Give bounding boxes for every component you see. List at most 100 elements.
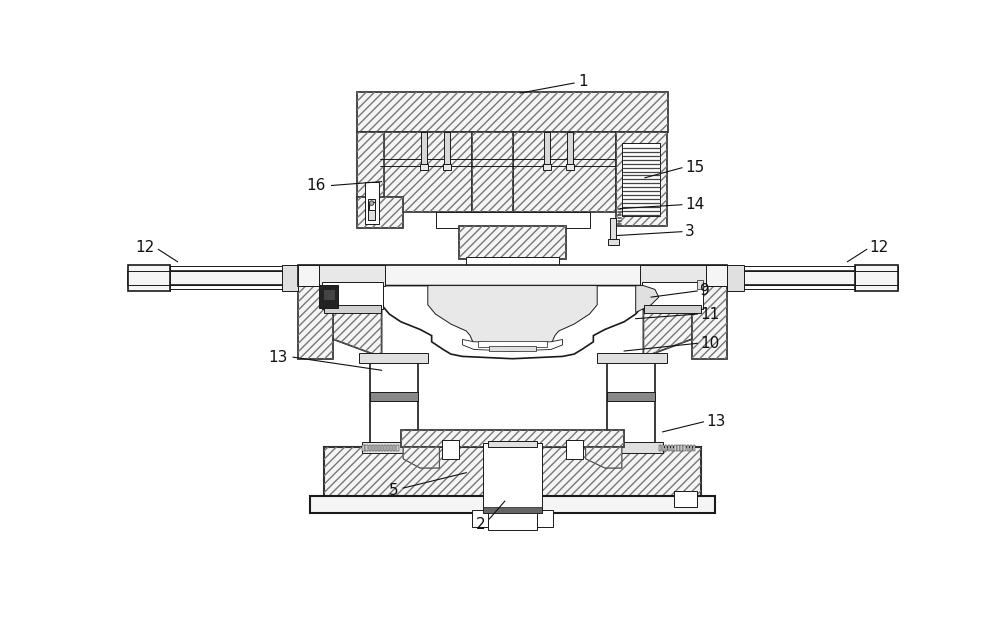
- Bar: [610, 218, 616, 241]
- Bar: [442, 440, 459, 459]
- Bar: [659, 445, 661, 451]
- Bar: [322, 282, 383, 309]
- Bar: [512, 132, 616, 212]
- Bar: [324, 447, 701, 497]
- Polygon shape: [636, 286, 659, 313]
- Bar: [489, 324, 505, 333]
- Bar: [324, 447, 701, 497]
- Bar: [323, 289, 335, 300]
- Bar: [727, 265, 744, 291]
- Bar: [401, 430, 624, 447]
- Bar: [683, 445, 686, 451]
- Text: 16: 16: [307, 178, 326, 193]
- Bar: [357, 197, 403, 228]
- Bar: [401, 430, 624, 447]
- Bar: [444, 132, 450, 168]
- Text: 10: 10: [700, 336, 720, 351]
- Text: 9: 9: [700, 283, 710, 298]
- Bar: [732, 271, 898, 285]
- Text: 13: 13: [707, 414, 726, 430]
- Bar: [369, 445, 371, 451]
- Bar: [298, 265, 727, 286]
- Bar: [370, 392, 418, 401]
- Bar: [640, 265, 706, 286]
- Bar: [622, 143, 660, 216]
- Bar: [357, 132, 384, 201]
- Bar: [365, 445, 368, 451]
- Polygon shape: [483, 318, 542, 332]
- Text: 14: 14: [685, 197, 704, 212]
- Bar: [387, 445, 389, 451]
- Bar: [362, 442, 424, 453]
- Bar: [358, 354, 428, 362]
- Bar: [662, 445, 664, 451]
- Bar: [381, 445, 383, 451]
- Bar: [512, 132, 616, 212]
- Bar: [566, 164, 574, 170]
- Text: 1: 1: [578, 74, 588, 89]
- Bar: [420, 164, 428, 170]
- Bar: [378, 445, 380, 451]
- Bar: [357, 92, 668, 132]
- Bar: [732, 266, 898, 290]
- Bar: [665, 445, 667, 451]
- Bar: [483, 304, 542, 318]
- Bar: [384, 445, 386, 451]
- Bar: [855, 265, 898, 291]
- Bar: [488, 511, 537, 529]
- Bar: [298, 282, 333, 359]
- Bar: [421, 132, 427, 168]
- Bar: [128, 266, 293, 290]
- Bar: [472, 132, 512, 212]
- Bar: [567, 132, 573, 168]
- Bar: [370, 357, 418, 447]
- Bar: [393, 445, 395, 451]
- Polygon shape: [403, 447, 439, 468]
- Bar: [607, 357, 655, 447]
- Bar: [357, 197, 403, 228]
- Bar: [310, 495, 715, 512]
- Polygon shape: [462, 340, 563, 351]
- Bar: [472, 132, 512, 212]
- Bar: [544, 132, 550, 168]
- Bar: [520, 324, 536, 333]
- Bar: [690, 445, 692, 451]
- Bar: [459, 226, 566, 259]
- Text: 13: 13: [268, 350, 288, 365]
- Bar: [692, 282, 727, 359]
- Bar: [597, 354, 666, 362]
- Bar: [443, 164, 451, 170]
- Bar: [642, 282, 703, 309]
- Bar: [459, 226, 566, 259]
- Circle shape: [369, 201, 374, 205]
- Bar: [489, 347, 536, 351]
- Bar: [375, 445, 377, 451]
- Text: 2: 2: [476, 517, 486, 532]
- Bar: [357, 132, 384, 201]
- Bar: [357, 92, 668, 132]
- Bar: [298, 265, 319, 286]
- Bar: [483, 507, 542, 512]
- Bar: [466, 257, 559, 282]
- Text: 15: 15: [685, 160, 704, 175]
- Bar: [616, 132, 666, 226]
- Bar: [671, 445, 673, 451]
- Text: 12: 12: [135, 239, 154, 254]
- Bar: [668, 445, 670, 451]
- Text: 3: 3: [685, 224, 695, 239]
- Polygon shape: [319, 286, 382, 357]
- Bar: [396, 445, 399, 451]
- Bar: [390, 445, 392, 451]
- Bar: [674, 445, 677, 451]
- Bar: [607, 392, 655, 401]
- Bar: [488, 441, 537, 447]
- Text: 12: 12: [870, 239, 889, 254]
- Bar: [372, 445, 374, 451]
- Bar: [282, 265, 298, 291]
- Bar: [566, 440, 583, 459]
- Bar: [680, 445, 683, 451]
- Bar: [128, 271, 293, 285]
- Polygon shape: [586, 447, 622, 468]
- Text: 11: 11: [700, 306, 720, 322]
- Bar: [601, 442, 663, 453]
